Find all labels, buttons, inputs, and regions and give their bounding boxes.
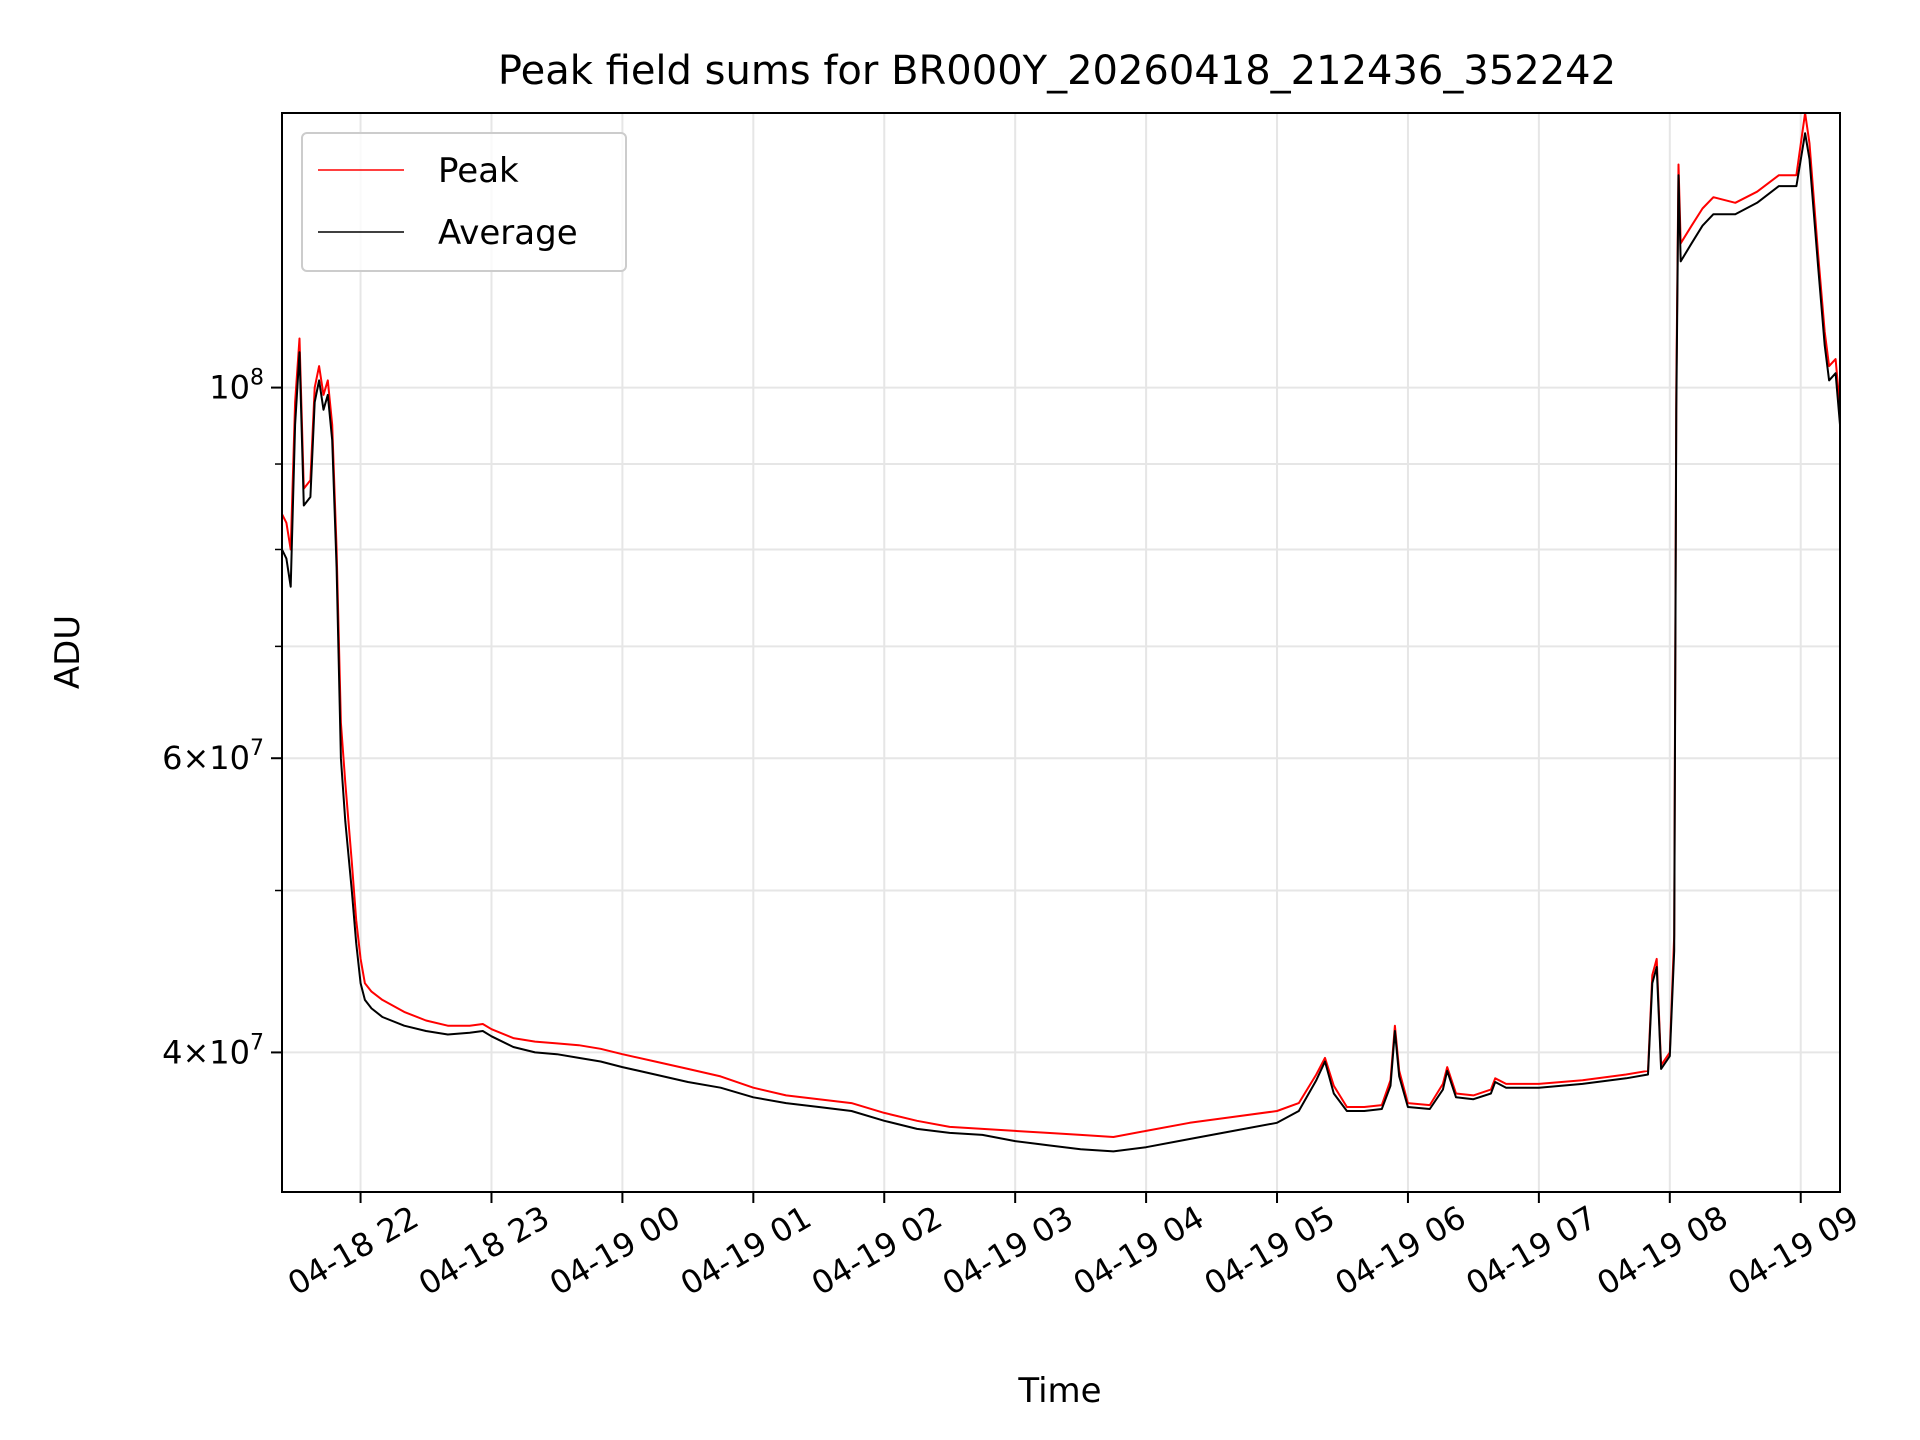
- chart-title: Peak field sums for BR000Y_20260418_2124…: [498, 48, 1616, 94]
- grid: [282, 113, 1840, 1192]
- legend-label-average: Average: [438, 213, 578, 253]
- series-line-average: [281, 132, 1841, 1153]
- y-axis-label: ADU: [48, 615, 88, 689]
- legend-box: [301, 132, 627, 272]
- y-tick-label: 6×107: [162, 736, 264, 777]
- y-tick-label: 4×107: [162, 1030, 264, 1071]
- legend-label-peak: Peak: [438, 151, 519, 191]
- plot-frame: [281, 112, 1841, 1193]
- legend: Peak Average: [301, 132, 627, 272]
- y-tick-label: 108: [209, 366, 264, 407]
- y-axis: 4×107 6×107 108: [162, 366, 282, 1071]
- series-layer: [281, 112, 1841, 1153]
- x-axis-label: Time: [1017, 1371, 1101, 1411]
